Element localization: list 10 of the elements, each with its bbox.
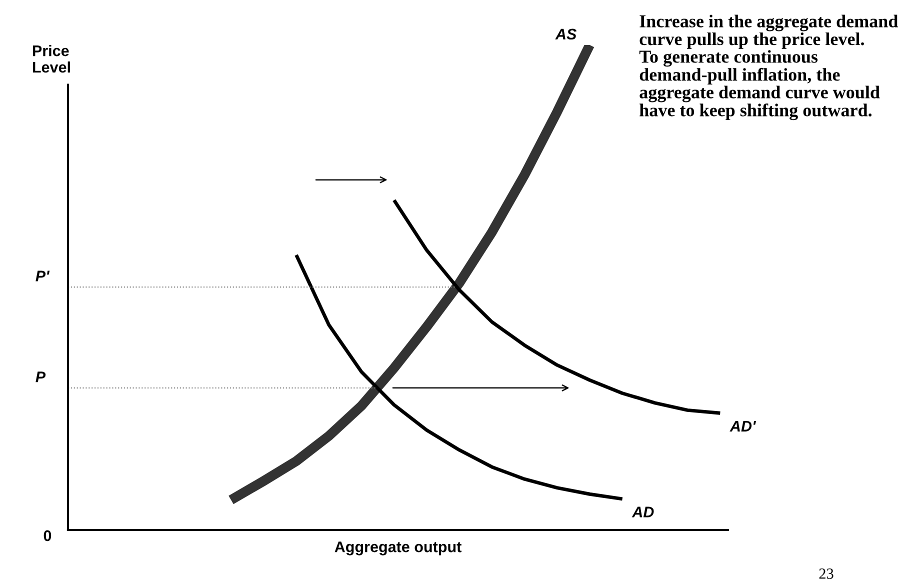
x-axis-title: Aggregate output bbox=[334, 542, 462, 556]
annotation: Increase in the aggregate demand curve pulls up the price level. To generate continuous demand-pull inflation, the aggregate demand curve would have to keep shifting outward. bbox=[639, 14, 898, 120]
series-label: AS bbox=[555, 28, 577, 40]
series-label: AD bbox=[632, 506, 654, 518]
ref-line-label: P bbox=[36, 372, 46, 382]
series-label: AD' bbox=[730, 420, 756, 432]
text: 23 bbox=[819, 568, 834, 579]
y-axis-title: Price Level bbox=[32, 45, 70, 73]
ref-line-label: P' bbox=[36, 270, 50, 282]
text: 0 bbox=[44, 530, 52, 542]
